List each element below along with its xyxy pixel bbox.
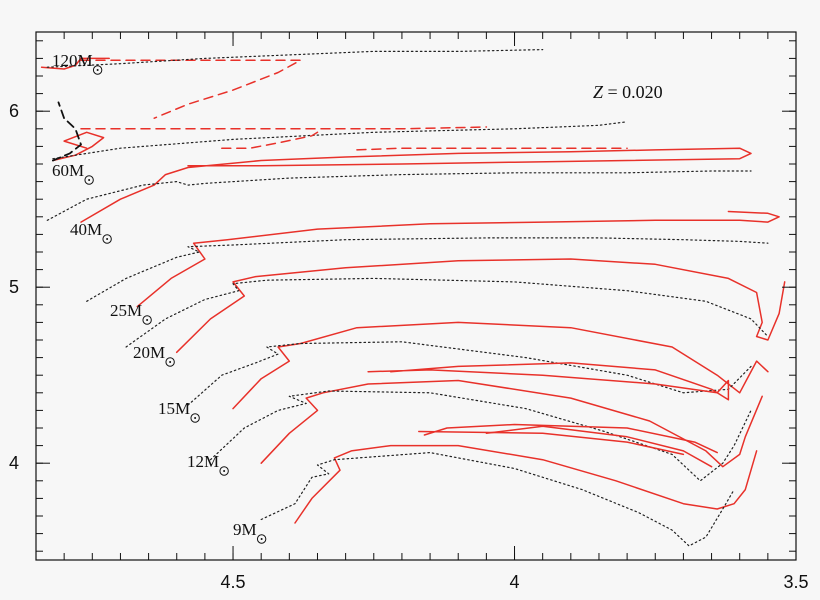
- track-15m-red-solid-7: [232, 321, 769, 410]
- track-120m-red-dashed-23: [80, 59, 302, 119]
- track-12m-black-dotted-3: [209, 390, 752, 482]
- track-40m-red-solid-14: [80, 147, 752, 223]
- y-tick-label: 6: [9, 101, 19, 121]
- solar-symbol-icon: [165, 357, 175, 367]
- solar-symbol-icon: [92, 65, 103, 75]
- x-tick-label: 3.5: [783, 572, 808, 592]
- mass-label-12: 12M: [187, 452, 219, 471]
- solar-symbol-dot: [194, 417, 197, 419]
- y-axis-tick-labels: 4 5 6: [9, 101, 19, 473]
- track-25m-black-dotted-13: [86, 237, 769, 302]
- solar-symbol-icon: [219, 466, 229, 476]
- solar-symbol-dot: [169, 361, 172, 363]
- solar-symbol-dot: [260, 538, 263, 540]
- solar-symbol-icon: [102, 234, 112, 244]
- solar-symbol-icon: [84, 175, 94, 185]
- track-9m-black-dotted-1: [260, 452, 735, 547]
- track-60m-red-dashed-20: [221, 131, 319, 149]
- track-12m-red-solid-6: [423, 423, 718, 454]
- track-60m-red-dashed-19: [80, 126, 488, 130]
- solar-symbol-dot: [96, 69, 99, 71]
- solar-symbol-icon: [190, 413, 200, 423]
- track-12m-red-solid-5: [418, 430, 685, 456]
- solar-symbol-dot: [146, 319, 149, 321]
- solar-symbol-dot: [223, 470, 226, 472]
- mass-label-25: 25M: [110, 301, 142, 320]
- mass-labels: 120M 60M 40M 25M 20M 15M 12M 9M: [52, 51, 267, 544]
- track-20m-red-solid-10: [175, 258, 786, 354]
- track-60m-red-dashed-21: [356, 147, 628, 151]
- track-40m-black-dotted-15: [46, 170, 752, 221]
- metallicity-annotation: Z = 0.020: [593, 82, 663, 102]
- mass-label-9: 9M: [233, 520, 257, 539]
- x-tick-label: 4: [510, 572, 520, 592]
- x-tick-label: 4.5: [221, 572, 246, 592]
- track-20m-black-dotted-11: [125, 277, 769, 348]
- mass-label-120: 120M: [52, 51, 93, 70]
- solar-symbol-dot: [106, 238, 109, 240]
- solar-symbol-icon: [142, 315, 152, 325]
- track-25m-red-solid-12: [136, 210, 780, 308]
- mass-label-40: 40M: [70, 220, 102, 239]
- track-60m-black-dashed-17: [52, 101, 82, 162]
- y-tick-label: 4: [9, 453, 19, 473]
- plot-frame: [35, 31, 797, 561]
- track-120m-black-dotted-24: [46, 49, 544, 68]
- track-15m-black-dotted-8: [187, 341, 752, 406]
- major-ticks: [36, 32, 797, 560]
- evolution-tracks: [40, 49, 786, 547]
- track-12m-red-solid-4: [485, 425, 713, 468]
- track-9m-red-solid-0: [294, 444, 758, 524]
- mass-label-15: 15M: [158, 399, 190, 418]
- track-12m-red-solid-2: [260, 379, 763, 468]
- solar-symbol-dot: [88, 179, 91, 181]
- mass-label-60: 60M: [52, 161, 84, 180]
- solar-symbol-icon: [256, 534, 267, 544]
- y-tick-label: 5: [9, 277, 19, 297]
- track-60m-black-dotted-18: [52, 121, 628, 160]
- x-axis-tick-labels: 4.5 4 3.5: [221, 572, 809, 592]
- mass-label-20: 20M: [133, 343, 165, 362]
- track-15m-red-solid-9: [367, 362, 730, 401]
